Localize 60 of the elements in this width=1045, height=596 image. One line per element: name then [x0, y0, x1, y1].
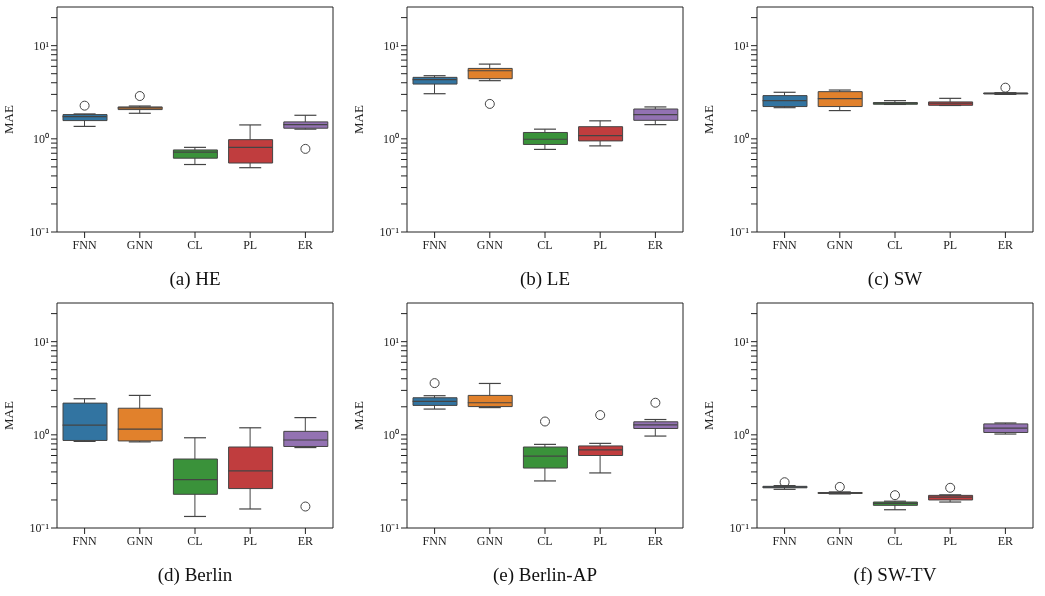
x-tick-label: ER	[997, 533, 1014, 548]
text: (b) LE	[518, 268, 572, 290]
y-tick-label: 10⁻¹	[379, 225, 400, 240]
y-axis-title: MAE	[0, 401, 16, 430]
x-tick-label: PL	[593, 237, 608, 252]
y-tick-label: 10⁰	[33, 428, 49, 443]
x-tick-label: ER	[297, 237, 314, 252]
y-axis-title: MAE	[350, 401, 366, 430]
y-tick-label: 10¹	[383, 334, 400, 349]
y-axis-title: MAE	[0, 105, 16, 134]
y-tick-label: 10⁻¹	[29, 521, 50, 536]
y-tick-label: 10⁻¹	[729, 521, 750, 536]
x-tick-label: GNN	[126, 533, 154, 548]
y-tick-label: 10¹	[33, 38, 50, 53]
x-tick-label: PL	[593, 533, 608, 548]
y-tick-label: 10⁰	[733, 428, 749, 443]
x-tick-label: GNN	[826, 237, 854, 252]
x-tick-label: CL	[187, 533, 203, 548]
y-axis-title: MAE	[350, 105, 366, 134]
y-axis-title: MAE	[700, 105, 716, 134]
text: (a) HE	[168, 268, 222, 290]
x-tick-label: PL	[943, 237, 958, 252]
text: (c) SW	[866, 268, 924, 290]
text: (e) Berlin-AP	[492, 564, 598, 586]
y-tick-label: 10¹	[733, 38, 750, 53]
x-tick-label: GNN	[126, 237, 154, 252]
y-tick-label: 10⁰	[33, 132, 49, 147]
x-tick-label: FNN	[772, 237, 797, 252]
x-tick-label: PL	[943, 533, 958, 548]
x-tick-label: PL	[243, 237, 258, 252]
x-tick-label: CL	[887, 533, 903, 548]
text: (f) SW-TV	[852, 564, 938, 586]
y-axis-title: MAE	[700, 401, 716, 430]
x-tick-label: FNN	[72, 533, 97, 548]
x-tick-label: CL	[187, 237, 203, 252]
x-tick-label: CL	[537, 533, 553, 548]
x-tick-label: GNN	[826, 533, 854, 548]
y-tick-label: 10¹	[383, 38, 400, 53]
y-tick-label: 10⁻¹	[29, 225, 50, 240]
x-tick-label: FNN	[422, 237, 447, 252]
y-tick-label: 10⁰	[383, 428, 399, 443]
x-tick-label: FNN	[772, 533, 797, 548]
x-tick-label: CL	[887, 237, 903, 252]
y-tick-label: 10¹	[33, 334, 50, 349]
y-tick-label: 10⁰	[733, 132, 749, 147]
y-tick-label: 10⁻¹	[729, 225, 750, 240]
x-tick-label: GNN	[476, 237, 504, 252]
x-tick-label: CL	[537, 237, 553, 252]
x-tick-label: ER	[297, 533, 314, 548]
x-tick-label: ER	[647, 237, 664, 252]
y-tick-label: 10¹	[733, 334, 750, 349]
text: (d) Berlin	[156, 564, 234, 586]
x-tick-label: ER	[647, 533, 664, 548]
y-tick-label: 10⁰	[383, 132, 399, 147]
x-tick-label: FNN	[422, 533, 447, 548]
x-tick-label: ER	[997, 237, 1014, 252]
x-tick-label: FNN	[72, 237, 97, 252]
x-tick-label: PL	[243, 533, 258, 548]
y-tick-label: 10⁻¹	[379, 521, 400, 536]
x-tick-label: GNN	[476, 533, 504, 548]
